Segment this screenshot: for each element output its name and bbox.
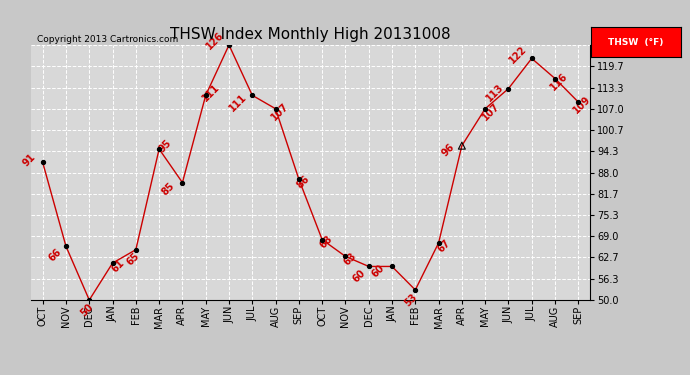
Point <box>480 106 491 112</box>
Text: 60: 60 <box>351 268 367 285</box>
Point <box>177 180 188 186</box>
Point <box>410 287 421 293</box>
Text: 68: 68 <box>318 234 335 251</box>
Text: 126: 126 <box>204 30 226 51</box>
Point <box>224 42 235 48</box>
Point <box>456 142 467 148</box>
Point <box>573 99 584 105</box>
Point <box>433 240 444 246</box>
Point <box>83 297 95 303</box>
Point <box>107 260 118 266</box>
Text: 111: 111 <box>228 92 249 113</box>
Text: 50: 50 <box>78 302 95 318</box>
Text: 91: 91 <box>21 152 37 168</box>
Text: 107: 107 <box>480 101 502 122</box>
Text: 85: 85 <box>160 181 177 198</box>
Text: 65: 65 <box>125 251 141 268</box>
Text: 96: 96 <box>440 141 456 158</box>
Text: THSW  (°F): THSW (°F) <box>609 38 664 47</box>
Point <box>363 264 374 270</box>
Title: THSW Index Monthly High 20131008: THSW Index Monthly High 20131008 <box>170 27 451 42</box>
Point <box>549 75 560 81</box>
Point <box>317 237 328 243</box>
Text: 107: 107 <box>269 101 290 122</box>
Point <box>386 264 397 270</box>
Text: 122: 122 <box>507 44 529 65</box>
Point <box>503 86 514 92</box>
Point <box>130 247 141 253</box>
Point <box>247 92 258 98</box>
Point <box>61 243 72 249</box>
Text: 113: 113 <box>484 82 505 104</box>
Text: 66: 66 <box>46 246 63 263</box>
Point <box>340 254 351 260</box>
Text: 63: 63 <box>342 251 358 267</box>
Text: 86: 86 <box>295 174 311 190</box>
Text: 61: 61 <box>110 258 126 274</box>
Point <box>270 106 281 112</box>
Text: 67: 67 <box>436 237 453 254</box>
Point <box>154 146 165 152</box>
Point <box>293 176 304 182</box>
Text: 53: 53 <box>403 291 420 308</box>
Point <box>200 92 211 98</box>
Text: 109: 109 <box>572 94 593 116</box>
Text: 116: 116 <box>549 70 570 92</box>
Text: Copyright 2013 Cartronics.com: Copyright 2013 Cartronics.com <box>37 35 178 44</box>
Text: 111: 111 <box>201 82 222 103</box>
Point <box>37 159 48 165</box>
Text: 60: 60 <box>370 262 386 279</box>
Point <box>526 56 538 62</box>
Text: 95: 95 <box>157 138 173 154</box>
